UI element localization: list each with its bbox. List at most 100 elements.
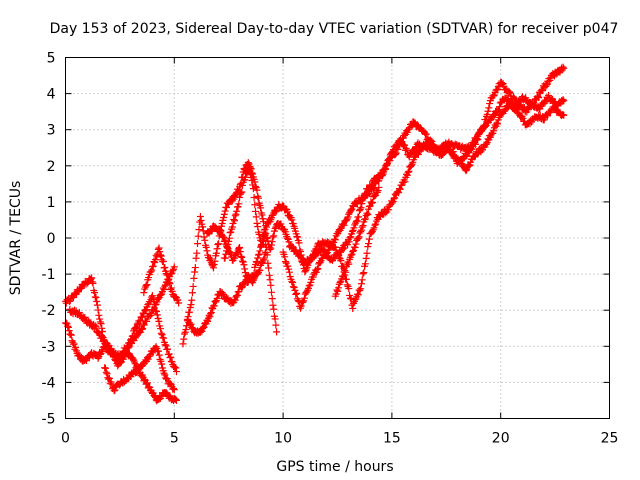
data-point <box>250 193 258 201</box>
data-point <box>207 310 215 318</box>
data-point <box>133 368 141 376</box>
x-axis-label: GPS time / hours <box>276 459 393 475</box>
data-point <box>391 150 399 158</box>
data-point <box>147 310 155 318</box>
data-point <box>154 347 162 355</box>
data-point <box>238 188 246 196</box>
data-point <box>253 219 261 227</box>
data-point <box>323 250 331 258</box>
data-point <box>96 318 104 326</box>
data-point <box>194 232 202 240</box>
data-point <box>130 356 138 364</box>
data-point <box>262 248 270 256</box>
data-point <box>314 264 322 272</box>
data-point <box>306 257 314 265</box>
data-point <box>221 207 229 215</box>
data-point <box>365 190 373 198</box>
data-point <box>304 259 312 267</box>
data-point <box>462 167 470 175</box>
data-point <box>232 293 240 301</box>
data-point <box>266 276 274 284</box>
data-point <box>482 140 490 148</box>
data-point <box>310 250 318 258</box>
data-point <box>233 207 241 215</box>
data-point <box>364 190 372 198</box>
data-point <box>182 326 190 334</box>
data-point <box>490 92 498 100</box>
data-point <box>91 289 99 297</box>
data-point <box>430 143 438 151</box>
y-tick-label: 4 <box>47 87 56 103</box>
data-point <box>167 284 175 292</box>
data-point <box>232 210 240 218</box>
data-point <box>253 186 261 194</box>
data-point <box>207 309 215 317</box>
data-point <box>96 315 104 323</box>
data-point <box>267 281 275 289</box>
data-point <box>139 325 147 333</box>
data-point <box>496 99 504 107</box>
data-point <box>161 341 169 349</box>
data-point <box>102 368 110 376</box>
data-point <box>339 245 347 253</box>
data-point <box>241 265 249 273</box>
data-point <box>236 248 244 256</box>
data-point <box>260 256 268 264</box>
data-point <box>231 296 239 304</box>
data-point <box>141 307 149 315</box>
data-point <box>473 135 481 143</box>
data-point <box>254 223 262 231</box>
data-point <box>357 285 365 293</box>
x-tick-label: 15 <box>383 431 401 447</box>
data-point <box>352 240 360 248</box>
data-point <box>170 363 178 371</box>
data-point <box>302 265 310 273</box>
series-track-f <box>179 91 568 348</box>
data-point <box>550 72 558 80</box>
data-point <box>449 148 457 156</box>
data-point <box>528 100 536 108</box>
data-point <box>199 227 207 235</box>
data-point <box>332 246 340 254</box>
data-point <box>298 254 306 262</box>
data-point <box>462 152 470 160</box>
data-point <box>334 284 342 292</box>
data-point <box>425 137 433 145</box>
data-point <box>88 278 96 286</box>
data-point <box>368 199 376 207</box>
data-point <box>236 244 244 252</box>
data-point <box>165 350 173 358</box>
data-point <box>203 247 211 255</box>
data-point <box>560 111 568 119</box>
data-point <box>238 253 246 261</box>
data-point <box>93 297 101 305</box>
data-point <box>391 194 399 202</box>
data-point <box>483 110 491 118</box>
data-point <box>223 243 231 251</box>
data-point <box>192 254 200 262</box>
data-point <box>251 201 259 209</box>
x-tick-label: 25 <box>601 431 619 447</box>
grid-lines <box>65 57 610 419</box>
data-point <box>240 261 248 269</box>
data-point <box>347 251 355 259</box>
data-point <box>414 150 422 158</box>
y-tick-label: -4 <box>42 375 56 391</box>
data-point <box>494 86 502 94</box>
data-point <box>238 181 246 189</box>
data-point <box>364 210 372 218</box>
data-point <box>260 232 268 240</box>
data-point <box>482 116 490 124</box>
data-point <box>384 206 392 214</box>
data-point <box>92 323 100 331</box>
data-point <box>257 204 265 212</box>
data-point <box>249 170 257 178</box>
data-point <box>140 289 148 297</box>
data-point <box>241 173 249 181</box>
data-point <box>105 374 113 382</box>
data-point <box>351 243 359 251</box>
data-point <box>560 64 568 72</box>
data-point <box>160 285 168 293</box>
data-point <box>501 107 509 115</box>
data-point <box>544 78 552 86</box>
